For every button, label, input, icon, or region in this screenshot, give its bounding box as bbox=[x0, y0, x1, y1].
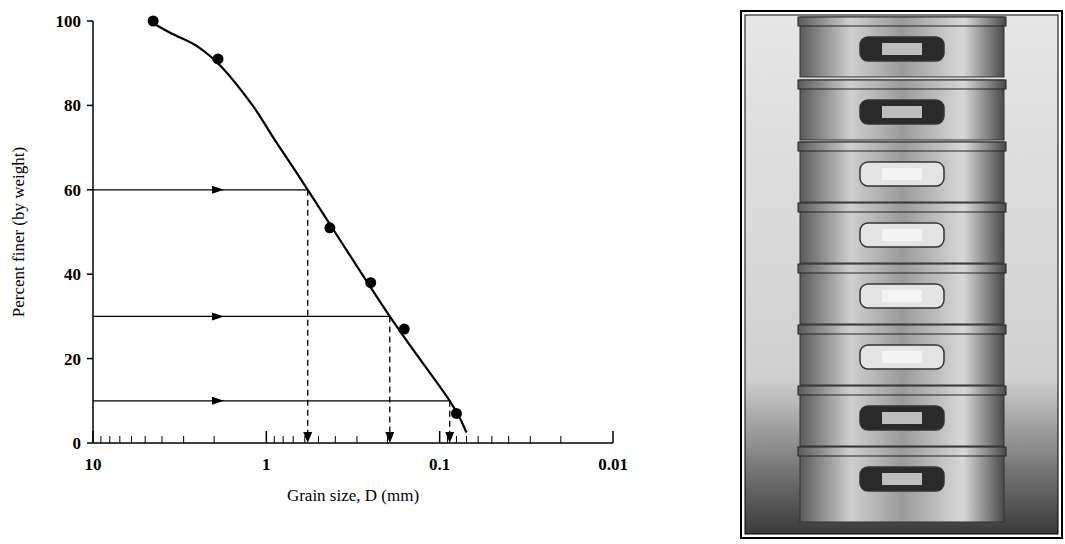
sieve-rim bbox=[798, 447, 1006, 456]
y-tick bbox=[87, 273, 93, 275]
x-tick-label: 10 bbox=[85, 455, 102, 474]
reference-line-vertical bbox=[449, 401, 450, 434]
x-tick bbox=[266, 431, 268, 443]
axes: 0 20 40 60 80 100 10 1 0.1 0.01 bbox=[56, 12, 628, 474]
photo-frame-inner bbox=[745, 15, 1058, 534]
arrow-head bbox=[385, 432, 394, 443]
y-axis-line bbox=[92, 21, 94, 443]
data-point bbox=[213, 53, 224, 64]
sieve-rim bbox=[798, 325, 1006, 334]
x-minor-tick bbox=[109, 436, 110, 443]
sieve-rim bbox=[798, 264, 1006, 273]
x-minor-tick bbox=[478, 436, 479, 443]
reference-line-horizontal bbox=[93, 400, 450, 401]
x-minor-tick bbox=[508, 436, 509, 443]
sieve-label-plate bbox=[860, 467, 944, 491]
y-tick-label: 100 bbox=[56, 12, 82, 31]
photo-background bbox=[745, 15, 1058, 534]
sieve-label-inner bbox=[882, 106, 922, 118]
sieve-rim bbox=[798, 203, 1006, 212]
x-minor-tick bbox=[131, 436, 132, 443]
x-tick bbox=[92, 431, 94, 443]
arrow-head bbox=[303, 432, 312, 443]
x-minor-tick bbox=[466, 436, 467, 443]
sieve-label-plate bbox=[860, 223, 944, 247]
y-tick-label: 80 bbox=[64, 96, 81, 115]
arrow-head bbox=[212, 397, 224, 405]
y-tick-label: 0 bbox=[73, 434, 82, 453]
x-minor-tick bbox=[530, 436, 531, 443]
data-point bbox=[324, 222, 335, 233]
sieve-label-inner bbox=[882, 43, 922, 55]
x-axis-title: Grain size, D (mm) bbox=[287, 486, 419, 505]
figure: 0 20 40 60 80 100 10 1 0.1 0.01 Grain size, D (mm)… bbox=[0, 0, 1065, 544]
sieve-photo bbox=[741, 11, 1062, 538]
y-tick bbox=[87, 105, 93, 107]
sieve-rim bbox=[798, 17, 1006, 26]
data-point bbox=[399, 324, 410, 335]
sieve-label-plate bbox=[860, 100, 944, 124]
x-minor-tick bbox=[145, 436, 146, 443]
y-tick bbox=[87, 189, 93, 191]
y-tick-label: 40 bbox=[64, 265, 81, 284]
arrow-head bbox=[212, 312, 224, 320]
sieve-label-plate bbox=[860, 345, 944, 369]
arrow-head bbox=[212, 186, 224, 194]
sieve-label-plate bbox=[860, 406, 944, 430]
reference-line-vertical bbox=[389, 316, 390, 434]
x-minor-tick bbox=[183, 436, 184, 443]
x-minor-tick bbox=[456, 436, 457, 443]
x-minor-tick bbox=[560, 436, 561, 443]
x-minor-tick bbox=[283, 436, 284, 443]
sieve-label-plate bbox=[860, 37, 944, 61]
sieve-rim bbox=[798, 386, 1006, 395]
arrow-head bbox=[445, 432, 454, 443]
x-minor-tick bbox=[491, 436, 492, 443]
data-point bbox=[365, 277, 376, 288]
curve bbox=[149, 21, 466, 432]
y-tick bbox=[87, 358, 93, 360]
x-minor-tick bbox=[335, 436, 336, 443]
x-minor-tick bbox=[214, 436, 215, 443]
sieve-rim bbox=[798, 142, 1006, 151]
sieve-label-inner bbox=[882, 473, 922, 485]
photo-frame bbox=[741, 11, 1062, 538]
sieve-rim bbox=[798, 80, 1006, 89]
x-minor-tick bbox=[293, 436, 294, 443]
x-tick bbox=[439, 431, 441, 443]
sieve-label-inner bbox=[882, 290, 922, 302]
x-minor-tick bbox=[274, 436, 275, 443]
x-tick-label: 1 bbox=[262, 455, 271, 474]
sieve bbox=[800, 447, 1004, 522]
reference-lines bbox=[93, 186, 454, 443]
x-minor-tick bbox=[100, 436, 101, 443]
data-point bbox=[148, 16, 159, 27]
x-axis-line bbox=[93, 442, 613, 444]
reference-line-vertical bbox=[307, 190, 308, 434]
sieve-label-plate bbox=[860, 284, 944, 308]
y-axis-title: Percent finer (by weight) bbox=[9, 147, 28, 317]
x-tick-label: 0.1 bbox=[429, 455, 450, 474]
reference-line-horizontal bbox=[93, 316, 390, 317]
x-minor-tick bbox=[119, 436, 120, 443]
y-tick bbox=[87, 20, 93, 22]
x-tick bbox=[612, 431, 614, 443]
sieve-label-inner bbox=[882, 229, 922, 241]
data-point bbox=[451, 408, 462, 419]
plot-area bbox=[148, 16, 467, 433]
y-tick bbox=[87, 442, 93, 444]
x-tick-label: 0.01 bbox=[598, 455, 628, 474]
sieve-label-inner bbox=[882, 168, 922, 180]
sieve-label-inner bbox=[882, 412, 922, 424]
x-minor-tick bbox=[356, 436, 357, 443]
x-minor-tick bbox=[161, 436, 162, 443]
y-tick-label: 60 bbox=[64, 181, 81, 200]
x-minor-tick bbox=[318, 436, 319, 443]
sieve-label-inner bbox=[882, 351, 922, 363]
y-tick-label: 20 bbox=[64, 350, 81, 369]
reference-line-horizontal bbox=[93, 189, 308, 190]
sieve-label-plate bbox=[860, 162, 944, 186]
x-minor-tick bbox=[304, 436, 305, 443]
